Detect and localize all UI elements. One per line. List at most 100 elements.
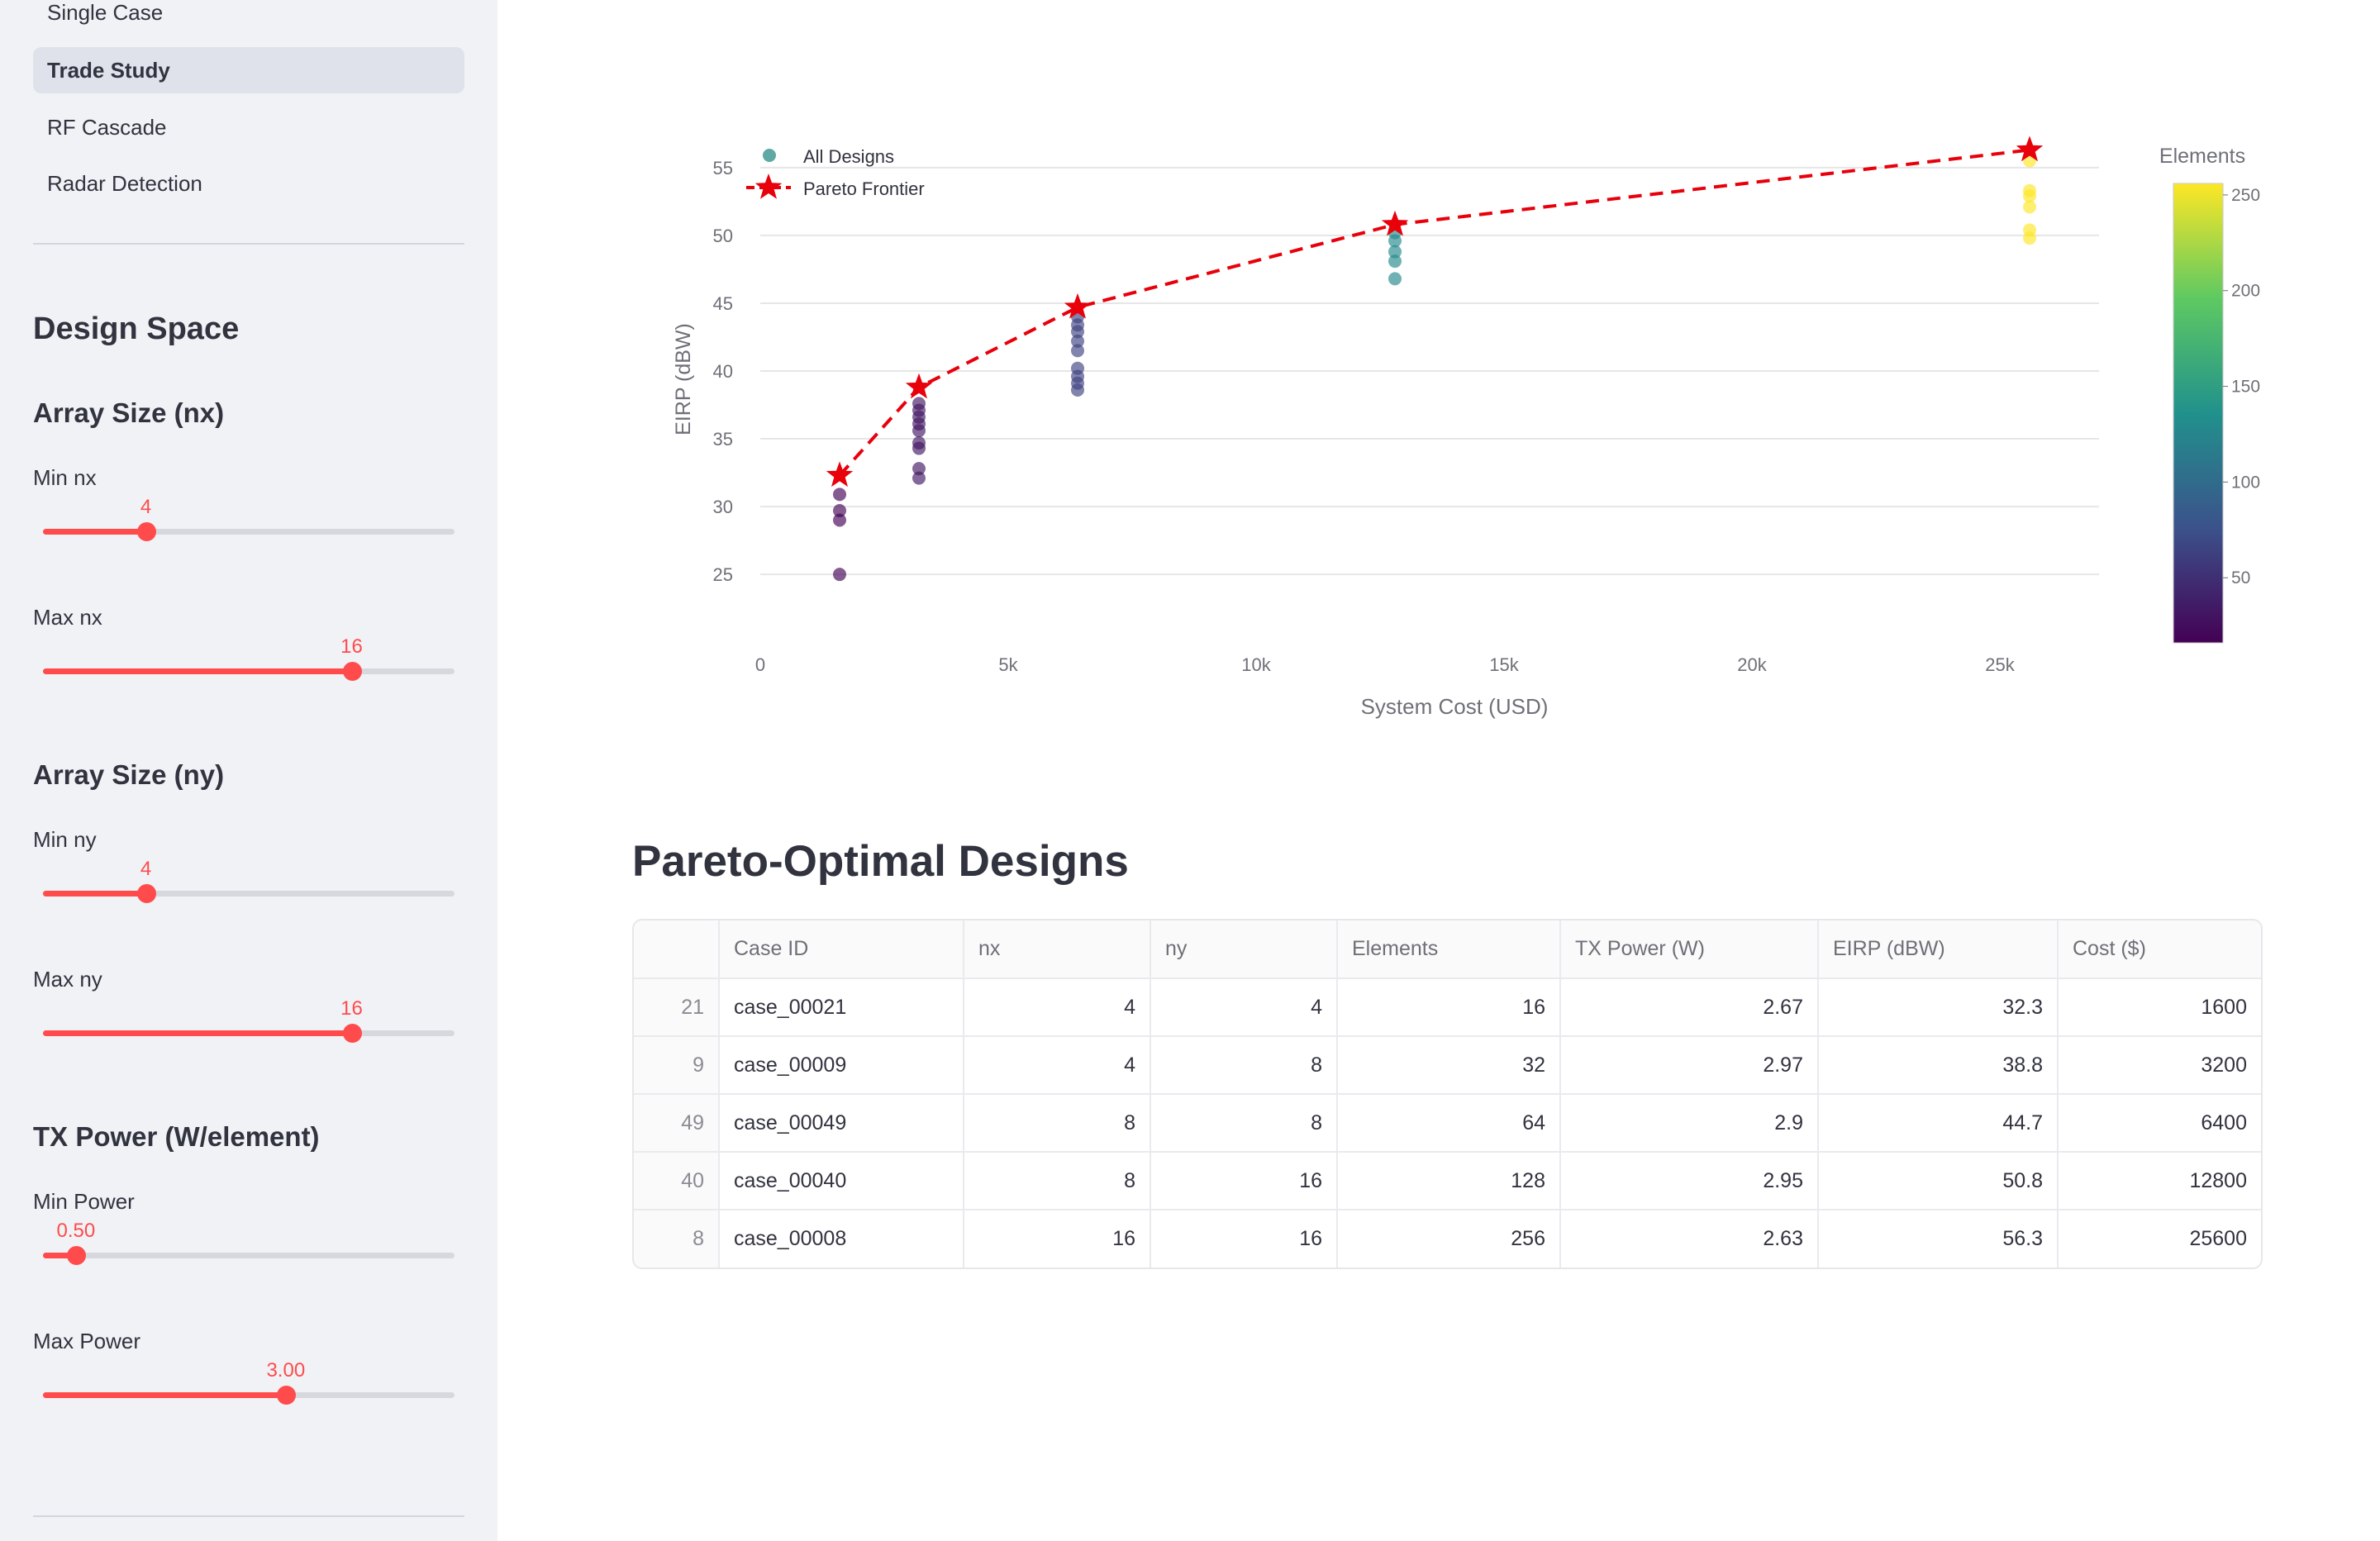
design-point — [912, 424, 926, 438]
pareto-frontier-line — [838, 148, 2030, 477]
nav-radar-detection[interactable]: Radar Detection — [47, 171, 202, 196]
design-space-heading: Design Space — [33, 312, 240, 346]
pareto-table-title: Pareto-Optimal Designs — [632, 837, 1129, 886]
max-power-label: Max Power — [33, 1329, 141, 1353]
max-nx-slider[interactable]: 16 — [43, 635, 455, 685]
chart-grid — [760, 166, 2099, 576]
nx-cell: 16 — [964, 1210, 1151, 1268]
design-point — [2023, 200, 2036, 214]
colorbar-tick-label: 200 — [2231, 282, 2260, 301]
tx-power-cell: 2.97 — [1560, 1036, 1819, 1095]
y-axis-label: EIRP (dBW) — [672, 323, 695, 435]
table-header-row: Case ID nx ny Elements TX Power (W) EIRP… — [634, 920, 2261, 979]
case-id: case_00009 — [719, 1036, 964, 1095]
nx-cell: 8 — [964, 1152, 1151, 1210]
row-index: 21 — [634, 978, 720, 1037]
nav-rf-cascade[interactable]: RF Cascade — [47, 115, 167, 140]
design-point — [912, 462, 926, 476]
x-tick-label: 5k — [998, 654, 1018, 675]
ny-cell: 8 — [1150, 1036, 1338, 1095]
eirp-column-header[interactable]: EIRP (dBW) — [1818, 920, 2059, 979]
cost-column-header[interactable]: Cost ($) — [2058, 920, 2261, 979]
cost-cell: 3200 — [2058, 1036, 2261, 1095]
max-nx-label: Max nx — [33, 605, 102, 630]
elements-cell: 256 — [1337, 1210, 1561, 1268]
y-tick-label: 35 — [713, 429, 733, 449]
min-ny-value: 4 — [140, 858, 152, 880]
index-column-header[interactable] — [634, 920, 720, 979]
table-row[interactable]: 40 case_00040 8 16 128 2.95 50.8 12800 — [634, 1152, 2261, 1210]
nx-cell: 4 — [964, 1036, 1151, 1095]
design-point — [2023, 231, 2036, 245]
min-power-value: 0.50 — [56, 1220, 96, 1242]
row-index: 9 — [634, 1036, 720, 1095]
design-point — [1388, 272, 1402, 286]
pareto-frontier-stars[interactable] — [826, 136, 2044, 488]
min-power-thumb[interactable] — [66, 1246, 86, 1265]
colorbar-tick-label: 100 — [2231, 473, 2260, 492]
min-power-label: Min Power — [33, 1189, 135, 1214]
pareto-star — [826, 461, 854, 488]
nx-column-header[interactable]: nx — [964, 920, 1151, 979]
design-point — [833, 488, 846, 502]
table-row[interactable]: 8 case_00008 16 16 256 2.63 56.3 25600 — [634, 1210, 2261, 1268]
min-ny-slider[interactable]: 4 — [43, 858, 455, 907]
ny-cell: 8 — [1150, 1094, 1338, 1153]
row-index: 8 — [634, 1210, 720, 1268]
x-tick-label: 0 — [755, 654, 765, 675]
table-row[interactable]: 49 case_00049 8 8 64 2.9 44.7 6400 — [634, 1094, 2261, 1153]
all-designs-points[interactable] — [833, 154, 2036, 582]
eirp-cell: 44.7 — [1818, 1094, 2059, 1153]
pareto-scatter-chart[interactable]: 25 30 35 40 45 50 55 0 5k 10k 15k 20k 25k EIRP (dBW… — [612, 124, 2264, 752]
eirp-cell: 50.8 — [1818, 1152, 2059, 1210]
max-ny-thumb[interactable] — [342, 1024, 362, 1043]
ny-heading: Array Size (ny) — [33, 759, 225, 790]
pareto-designs-table[interactable]: Case ID nx ny Elements TX Power (W) EIRP… — [632, 919, 2263, 1269]
max-ny-slider[interactable]: 16 — [43, 997, 455, 1047]
cost-cell: 25600 — [2189, 1227, 2247, 1250]
nav-single-case[interactable]: Single Case — [47, 0, 164, 25]
legend-all-designs-marker — [763, 149, 776, 162]
y-tick-label: 45 — [713, 293, 733, 314]
y-tick-label: 55 — [713, 158, 733, 178]
ny-cell: 16 — [1150, 1210, 1338, 1268]
max-power-slider[interactable]: 3.00 — [43, 1359, 455, 1409]
x-tick-label: 20k — [1737, 654, 1767, 675]
min-nx-thumb[interactable] — [136, 522, 156, 541]
elements-colorbar: Elements 50 100 150 200 250 — [2159, 145, 2260, 644]
table-row[interactable]: 9 case_00009 4 8 32 2.97 38.8 3200 — [634, 1036, 2261, 1095]
table-row[interactable]: 21 case_00021 4 4 16 2.67 32.3 1600 — [634, 978, 2261, 1037]
max-nx-thumb[interactable] — [342, 662, 362, 681]
case-id-column-header[interactable]: Case ID — [719, 920, 964, 979]
min-power-slider[interactable]: 0.50 — [43, 1220, 455, 1269]
cost-cell: 6400 — [2058, 1094, 2261, 1153]
pareto-star — [1064, 293, 1092, 319]
design-point — [833, 568, 846, 582]
pareto-star — [905, 373, 933, 399]
cost-cell: 12800 — [2058, 1152, 2261, 1210]
x-tick-label: 15k — [1489, 654, 1519, 675]
min-nx-slider[interactable]: 4 — [43, 496, 455, 545]
design-point — [1388, 245, 1402, 259]
min-ny-thumb[interactable] — [136, 884, 156, 903]
legend-all-designs-label: All Designs — [803, 146, 894, 167]
nx-heading: Array Size (nx) — [33, 397, 225, 428]
tx-power-column-header[interactable]: TX Power (W) — [1560, 920, 1819, 979]
max-power-thumb[interactable] — [276, 1386, 296, 1405]
case-id: case_00021 — [719, 978, 964, 1037]
chart-legend[interactable]: All Designs Pareto Frontier — [746, 146, 925, 199]
min-nx-value: 4 — [140, 496, 152, 518]
ny-column-header[interactable]: ny — [1150, 920, 1338, 979]
y-tick-label: 50 — [713, 226, 733, 246]
design-point — [1071, 334, 1084, 348]
design-point — [912, 441, 926, 455]
case-id: case_00008 — [719, 1210, 964, 1268]
elements-column-header[interactable]: Elements — [1337, 920, 1561, 979]
case-id: case_00040 — [719, 1152, 964, 1210]
colorbar-tick-label: 50 — [2231, 568, 2250, 587]
min-ny-label: Min ny — [33, 827, 97, 852]
nav-trade-study[interactable]: Trade Study — [33, 47, 464, 93]
row-index: 49 — [634, 1094, 720, 1153]
eirp-cell: 56.3 — [1818, 1210, 2059, 1268]
tx-power-cell: 2.63 — [1560, 1210, 1819, 1268]
